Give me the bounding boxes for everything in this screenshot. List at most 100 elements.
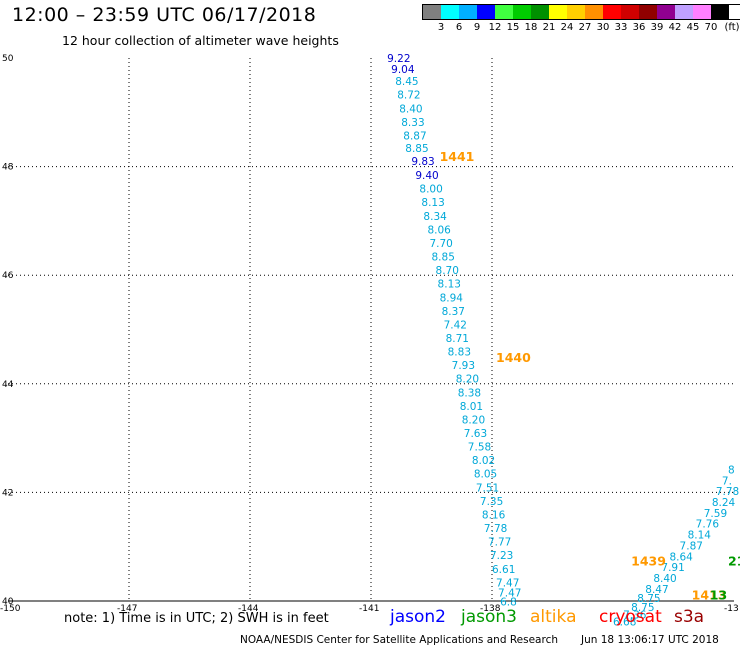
wave-height-value: 7.87: [680, 540, 703, 552]
wave-height-value: 8.01: [460, 401, 483, 413]
pass-time-label: 21: [728, 554, 740, 569]
wave-height-value: 7.91: [661, 562, 684, 574]
wave-height-value: 8.06: [427, 224, 451, 236]
lat-tick-label: 40: [2, 597, 14, 607]
wave-height-value: 9.22: [387, 53, 410, 65]
legend-unit: (ft): [724, 22, 740, 33]
legend-swatch: [495, 5, 513, 19]
wave-height-value: 7.23: [490, 550, 513, 562]
lon-tick-label: -13: [724, 604, 739, 614]
wave-height-value: 8.38: [458, 387, 481, 399]
legend-label: 3: [437, 22, 445, 33]
wave-height-value: 8.47: [645, 584, 668, 596]
pass-time-label: 1413: [692, 587, 727, 602]
satellite-cryosat: cryosat: [599, 607, 662, 627]
legend-label: 24: [560, 22, 574, 33]
wave-height-value: 9.04: [391, 64, 415, 76]
wave-height-value: 7.51: [476, 482, 499, 494]
legend-label: 30: [596, 22, 610, 33]
legend-swatch: [549, 5, 567, 19]
wave-height-value: 8.14: [688, 530, 712, 542]
lat-tick-label: 48: [2, 163, 14, 173]
legend-swatch: [657, 5, 675, 19]
wave-height-value: 6.61: [492, 564, 515, 576]
wave-height-value: 7.47: [498, 588, 521, 600]
legend-label: 36: [632, 22, 646, 33]
wave-height-value: 8.00: [419, 184, 442, 196]
map-title: 12:00 – 23:59 UTC 06/17/2018: [12, 4, 317, 26]
map-subtitle: 12 hour collection of altimeter wave hei…: [62, 33, 339, 48]
wave-height-value: 7.76: [696, 519, 720, 531]
wave-height-value: 7.36: [623, 609, 647, 621]
footer-credit: NOAA/NESDIS Center for Satellite Applica…: [240, 634, 558, 646]
wave-height-value: 8.13: [438, 279, 461, 291]
lat-tick-label: 44: [2, 380, 14, 390]
wave-height-value: 8.70: [436, 265, 459, 277]
satellite-jason2: jason2: [390, 607, 446, 627]
legend-swatch: [567, 5, 585, 19]
legend-swatch: [693, 5, 711, 19]
lon-tick-label: -147: [117, 604, 137, 614]
legend-swatch: [639, 5, 657, 19]
wave-height-value: 7.47: [496, 577, 519, 589]
legend-swatch: [621, 5, 639, 19]
lat-tick-label: 46: [2, 271, 14, 281]
wave-height-value: 7.78: [716, 486, 739, 498]
legend-swatch: [711, 5, 729, 19]
lon-tick-label: -150: [0, 604, 21, 614]
wave-height-value: 8.45: [395, 76, 418, 88]
wave-height-value: 8.75: [631, 602, 654, 614]
wave-height-value: 8.71: [446, 333, 469, 345]
wave-height-value: 7.77: [488, 537, 511, 549]
wave-height-value: 8: [728, 464, 735, 476]
legend-label: 42: [668, 22, 682, 33]
legend-label: 15: [506, 22, 520, 33]
legend-swatch: [459, 5, 477, 19]
wave-height-value: 7.63: [464, 428, 487, 440]
wave-height-value: 7.78: [484, 523, 507, 535]
satellite-jason3: jason3: [461, 607, 517, 627]
pass-time-label: 13: [710, 587, 727, 602]
wave-height-value: 9.40: [415, 170, 438, 182]
wave-height-value: 8.05: [474, 469, 497, 481]
legend-label: 33: [614, 22, 628, 33]
legend-swatch: [423, 5, 441, 19]
wave-height-value: 8.85: [405, 143, 428, 155]
wave-height-value: 7.35: [480, 496, 503, 508]
wave-height-value: 8.75: [637, 593, 660, 605]
wave-height-value: 8.34: [423, 211, 447, 223]
wave-height-value: 8.85: [432, 252, 455, 264]
wave-height-value: 7.: [722, 475, 732, 487]
lat-tick-label: 50: [2, 54, 14, 64]
wave-height-value: 8.33: [401, 117, 424, 129]
legend-swatch: [441, 5, 459, 19]
legend-label: 27: [578, 22, 592, 33]
wave-height-value: 8.72: [397, 90, 420, 102]
legend-labels: 3 6 9 12 15 18 21 24 27 30 33 36 39 42 45 70 (ft): [422, 22, 740, 36]
wave-height-value: 8.40: [653, 573, 676, 585]
legend-swatch: [603, 5, 621, 19]
legend-label: 6: [455, 22, 463, 33]
wave-height-value: 7.70: [429, 238, 452, 250]
legend-label: 9: [473, 22, 481, 33]
pass-time-label: 1439: [631, 554, 666, 569]
units-note: note: 1) Time is in UTC; 2) SWH is in fe…: [64, 611, 329, 626]
wave-height-value: 8.02: [472, 455, 495, 467]
wave-height-value: 7.42: [444, 319, 467, 331]
wave-height-value: 8.64: [669, 551, 693, 563]
legend-label: 39: [650, 22, 664, 33]
wave-height-value: 8.40: [399, 103, 422, 115]
wave-height-value: 8.87: [403, 130, 426, 142]
lon-tick-label: -138: [480, 604, 501, 614]
legend-label: 21: [542, 22, 556, 33]
wave-height-value: 6.8: [500, 596, 517, 608]
wave-height-value: 8.20: [456, 374, 479, 386]
pass-time-label: 1441: [440, 149, 475, 164]
legend-swatch: [675, 5, 693, 19]
legend-swatch: [513, 5, 531, 19]
legend-label: 18: [524, 22, 538, 33]
wave-height-value: 9.83: [411, 156, 434, 168]
wave-height-value: 8.13: [421, 197, 444, 209]
wave-height-value: 7.58: [468, 442, 491, 454]
legend-swatch: [531, 5, 549, 19]
